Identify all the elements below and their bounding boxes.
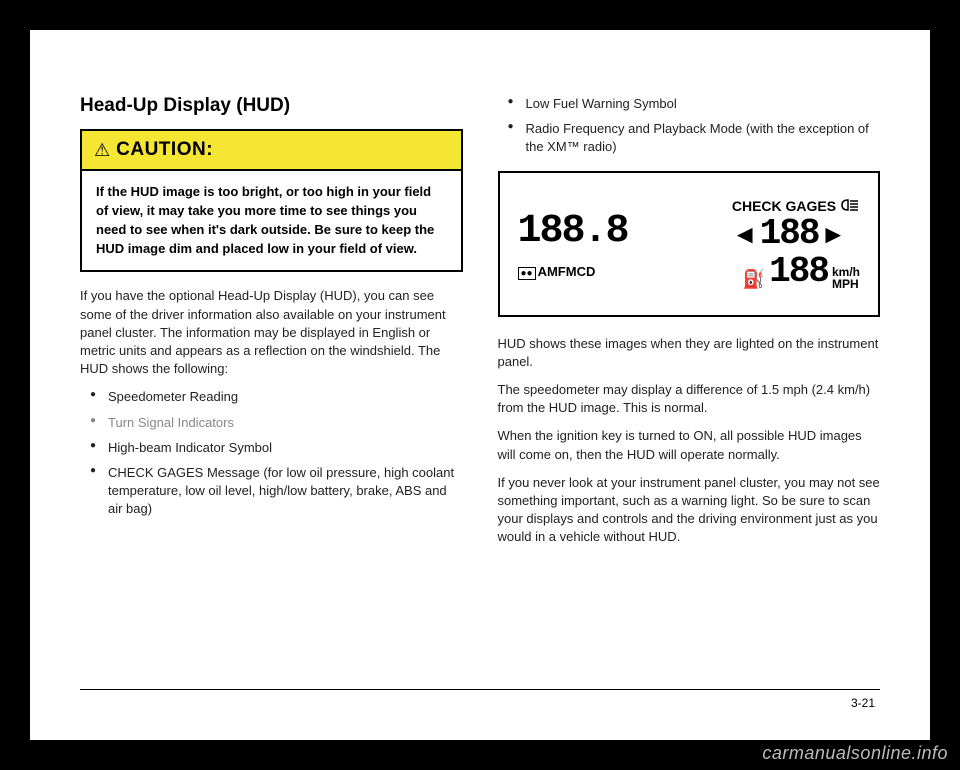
list-item: CHECK GAGES Message (for low oil pressur… bbox=[94, 464, 463, 519]
turn-signal-segment: ◄ 188 ► bbox=[732, 216, 860, 252]
check-gages-label: CHECK GAGES bbox=[732, 198, 860, 214]
page: Head-Up Display (HUD) ⚠ CAUTION: If the … bbox=[30, 30, 930, 740]
watermark: carmanualsonline.info bbox=[762, 743, 948, 764]
radio-mode-label: ●●AMFMCD bbox=[518, 264, 596, 280]
page-number: 3-21 bbox=[851, 696, 875, 710]
caution-label: CAUTION: bbox=[116, 139, 213, 161]
caution-body: If the HUD image is too bright, or too h… bbox=[82, 171, 461, 270]
right-arrow-icon: ► bbox=[820, 221, 846, 247]
small-segment-display-2: 188 bbox=[769, 254, 828, 290]
speed-segment-display: 188.8 bbox=[518, 212, 628, 252]
content-columns: Head-Up Display (HUD) ⚠ CAUTION: If the … bbox=[80, 95, 880, 556]
caution-header: ⚠ CAUTION: bbox=[82, 131, 461, 171]
body-paragraph: When the ignition key is turned to ON, a… bbox=[498, 427, 881, 463]
hud-display-diagram: 188.8 CHECK GAGES ◄ 188 ► bbox=[498, 171, 881, 317]
body-paragraph: If you never look at your instrument pan… bbox=[498, 474, 881, 547]
left-column: Head-Up Display (HUD) ⚠ CAUTION: If the … bbox=[80, 95, 463, 556]
small-segment-display: 188 bbox=[760, 216, 819, 252]
headlamp-icon bbox=[840, 198, 860, 214]
left-arrow-icon: ◄ bbox=[732, 221, 758, 247]
list-item: High-beam Indicator Symbol bbox=[94, 439, 463, 457]
right-column: Low Fuel Warning Symbol Radio Frequency … bbox=[498, 95, 881, 556]
page-title: Head-Up Display (HUD) bbox=[80, 95, 463, 117]
list-item: Turn Signal Indicators bbox=[94, 414, 463, 432]
list-item: Speedometer Reading bbox=[94, 388, 463, 406]
feature-list-right: Low Fuel Warning Symbol Radio Frequency … bbox=[512, 95, 881, 157]
list-item: Low Fuel Warning Symbol bbox=[512, 95, 881, 113]
body-paragraph: HUD shows these images when they are lig… bbox=[498, 335, 881, 371]
fuel-pump-icon: ⛽ bbox=[743, 269, 765, 290]
warning-triangle-icon: ⚠ bbox=[94, 140, 110, 161]
units-label: km/h MPH bbox=[832, 266, 860, 290]
caution-box: ⚠ CAUTION: If the HUD image is too brigh… bbox=[80, 129, 463, 272]
dots-icon: ●● bbox=[518, 267, 536, 280]
intro-paragraph: If you have the optional Head-Up Display… bbox=[80, 287, 463, 378]
body-paragraph: The speedometer may display a difference… bbox=[498, 381, 881, 417]
footer-rule bbox=[80, 689, 880, 690]
list-item: Radio Frequency and Playback Mode (with … bbox=[512, 120, 881, 156]
feature-list-left: Speedometer Reading Turn Signal Indicato… bbox=[94, 388, 463, 518]
